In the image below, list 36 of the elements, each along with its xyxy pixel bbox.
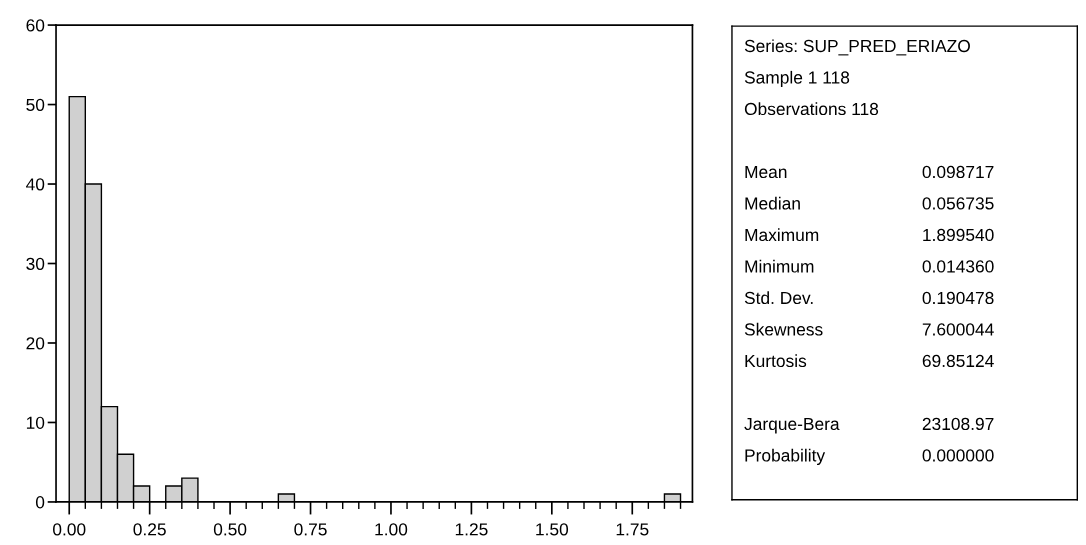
x-tick-label: 1.50 xyxy=(536,523,569,536)
category-label: Std. Dev. xyxy=(744,291,813,305)
x-tick-label: 0.00 xyxy=(53,523,86,536)
x-tick-label: 1.25 xyxy=(455,523,488,536)
y-tick-label: 0 xyxy=(35,496,45,509)
category-label: Mean xyxy=(745,166,787,179)
text: Observations 118 xyxy=(744,102,879,116)
data-label: 1.899540 xyxy=(923,228,994,242)
x-tick-label: 0.25 xyxy=(133,523,166,536)
data-label: 0.014360 xyxy=(922,260,994,273)
category-label: Probability xyxy=(745,448,826,465)
x-tick-label: 1.00 xyxy=(375,523,408,536)
category-label: Median xyxy=(745,196,800,210)
data-label: 23108.97 xyxy=(922,417,994,431)
category-label: Kurtosis xyxy=(745,354,807,368)
text: Series: SUP_PRED_ERIAZO xyxy=(744,39,970,56)
y-tick-label: 30 xyxy=(26,257,45,270)
data-label: 0.000000 xyxy=(922,449,994,462)
y-tick-label: 50 xyxy=(26,98,45,112)
category-label: Skewness xyxy=(744,322,823,336)
data-label: 69.85124 xyxy=(922,354,994,368)
x-tick-label: 0.75 xyxy=(294,523,327,536)
y-tick-label: 40 xyxy=(26,178,45,191)
data-label: 0.098717 xyxy=(922,165,994,179)
category-label: Jarque-Bera xyxy=(744,417,840,434)
text: Sample 1 118 xyxy=(744,70,850,88)
y-tick-label: 10 xyxy=(26,416,45,429)
data-label: 0.190478 xyxy=(922,291,994,305)
y-tick-label: 60 xyxy=(26,19,45,32)
data-label: 0.056735 xyxy=(922,197,994,210)
y-tick-label: 20 xyxy=(26,337,45,350)
category-label: Minimum xyxy=(745,259,814,273)
data-label: 7.600044 xyxy=(922,323,994,336)
x-tick-label: 0.50 xyxy=(213,523,247,536)
category-label: Maximum xyxy=(745,228,819,242)
x-tick-label: 1.75 xyxy=(616,523,649,536)
